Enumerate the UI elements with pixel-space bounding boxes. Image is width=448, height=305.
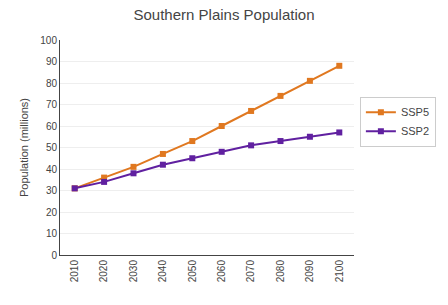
svg-text:60: 60 xyxy=(46,121,58,132)
svg-text:100: 100 xyxy=(40,35,57,46)
svg-text:0: 0 xyxy=(51,250,57,261)
svg-text:40: 40 xyxy=(46,164,58,175)
svg-text:2060: 2060 xyxy=(216,260,227,283)
svg-text:2090: 2090 xyxy=(304,260,315,283)
svg-text:70: 70 xyxy=(46,99,58,110)
svg-text:2010: 2010 xyxy=(69,260,80,283)
svg-text:2070: 2070 xyxy=(245,260,256,283)
svg-text:2020: 2020 xyxy=(98,260,109,283)
svg-text:SSP2: SSP2 xyxy=(401,125,429,137)
svg-text:20: 20 xyxy=(46,207,58,218)
svg-text:80: 80 xyxy=(46,78,58,89)
svg-text:50: 50 xyxy=(46,142,58,153)
svg-text:SSP5: SSP5 xyxy=(401,106,429,118)
svg-text:2080: 2080 xyxy=(275,260,286,283)
svg-text:2050: 2050 xyxy=(187,260,198,283)
svg-text:90: 90 xyxy=(46,56,58,67)
svg-text:10: 10 xyxy=(46,228,58,239)
svg-text:2030: 2030 xyxy=(128,260,139,283)
svg-text:2100: 2100 xyxy=(334,260,345,283)
svg-text:2040: 2040 xyxy=(157,260,168,283)
svg-text:30: 30 xyxy=(46,185,58,196)
svg-text:Population (millions): Population (millions) xyxy=(18,98,30,197)
svg-text:Southern Plains Population: Southern Plains Population xyxy=(134,6,315,23)
